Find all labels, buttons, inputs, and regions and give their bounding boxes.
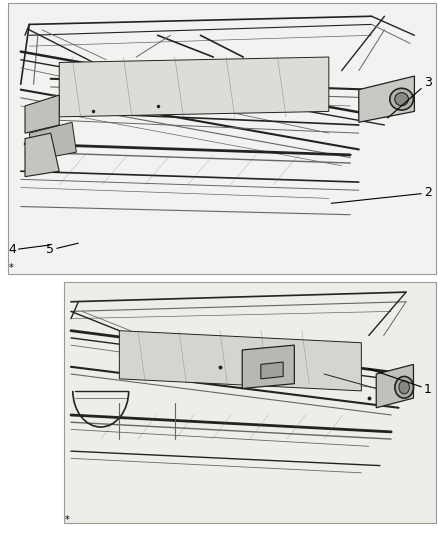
- Text: *: *: [65, 515, 70, 524]
- Text: 5: 5: [46, 243, 78, 256]
- Text: 2: 2: [331, 187, 432, 203]
- Bar: [8, 3, 436, 274]
- Text: *: *: [9, 263, 14, 273]
- Ellipse shape: [399, 381, 410, 394]
- Polygon shape: [59, 57, 329, 117]
- Ellipse shape: [395, 376, 413, 398]
- Polygon shape: [25, 133, 59, 176]
- Polygon shape: [119, 330, 361, 391]
- Text: 1: 1: [368, 369, 432, 395]
- Ellipse shape: [395, 93, 408, 106]
- Polygon shape: [359, 76, 414, 122]
- Polygon shape: [29, 122, 76, 160]
- Text: 3: 3: [388, 76, 432, 118]
- Polygon shape: [25, 95, 59, 133]
- Ellipse shape: [390, 88, 413, 110]
- Polygon shape: [376, 365, 413, 408]
- Text: 4: 4: [8, 244, 50, 256]
- Polygon shape: [261, 362, 283, 379]
- Bar: [64, 282, 436, 523]
- Polygon shape: [242, 345, 294, 389]
